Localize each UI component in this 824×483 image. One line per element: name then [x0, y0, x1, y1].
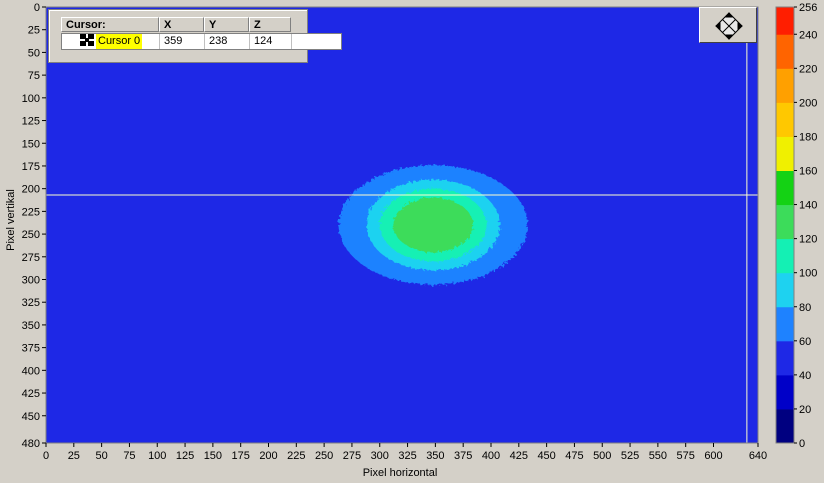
pan-zoom-button[interactable] — [699, 7, 757, 43]
colorbar-tick-label: 200 — [799, 97, 817, 109]
x-tick-label: 25 — [68, 450, 80, 462]
x-tick-label: 275 — [343, 450, 361, 462]
x-tick-label: 640 — [749, 450, 767, 462]
x-axis: 0 25 50 75 100 125 150 175 200 225 250 275 300 325 350… — [43, 443, 767, 462]
color-scale-legend: 0 20 40 60 80 100 120 140 160 180 200 220 240 256 — [775, 2, 817, 450]
y-tick-label: 350 — [22, 320, 40, 332]
y-tick-label: 50 — [28, 47, 40, 59]
colorbar-band — [776, 408, 794, 444]
y-tick-label: 150 — [22, 138, 40, 150]
colorbar-tick-label: 100 — [799, 268, 817, 280]
colorbar-band — [776, 272, 794, 308]
colorbar-tick-label: 20 — [799, 404, 811, 416]
cursor-y-value: 238 — [205, 34, 250, 49]
cursor-header-z: Z — [249, 17, 291, 32]
x-tick-label: 50 — [96, 450, 108, 462]
crosshair-marker-icon — [80, 34, 94, 46]
colorbar-tick-label: 256 — [799, 2, 817, 14]
y-tick-label: 175 — [22, 161, 40, 173]
x-tick-label: 375 — [454, 450, 472, 462]
y-tick-label: 125 — [22, 116, 40, 128]
colorbar-band — [776, 7, 794, 35]
cursor-row[interactable]: Cursor 0 359 238 124 — [61, 33, 342, 50]
y-axis: 0 25 50 75 100 125 150 175 200 225 250 275 300 325 350… — [22, 2, 46, 450]
blob-level-128 — [393, 197, 474, 253]
colorbar-band — [776, 102, 794, 137]
y-tick-label: 0 — [34, 2, 40, 14]
colorbar-band — [776, 204, 794, 240]
colorbar-tick-label: 0 — [799, 438, 805, 450]
y-tick-label: 250 — [22, 229, 40, 241]
x-tick-label: 550 — [649, 450, 667, 462]
colorbar-tick-label: 220 — [799, 63, 817, 75]
cursor-header-y: Y — [204, 17, 249, 32]
x-tick-label: 100 — [148, 450, 166, 462]
y-tick-label: 450 — [22, 411, 40, 423]
colorbar-tick-label: 160 — [799, 166, 817, 178]
y-tick-label: 25 — [28, 25, 40, 37]
x-tick-label: 425 — [510, 450, 528, 462]
pan-zoom-icon — [715, 12, 743, 40]
colorbar-band — [776, 170, 794, 206]
colorbar-band — [776, 136, 794, 171]
x-tick-label: 600 — [704, 450, 722, 462]
colorbar-band — [776, 34, 794, 69]
cursor-table-header: Cursor: X Y Z — [61, 17, 342, 32]
colorbar-frame — [775, 6, 795, 444]
plot-frame — [45, 6, 759, 444]
x-tick-label: 500 — [593, 450, 611, 462]
x-axis-label: Pixel horizontal — [363, 467, 438, 479]
x-tick-label: 150 — [204, 450, 222, 462]
y-tick-label: 325 — [22, 297, 40, 309]
colorbar-tick-label: 80 — [799, 302, 811, 314]
x-tick-label: 475 — [565, 450, 583, 462]
x-tick-label: 400 — [482, 450, 500, 462]
y-tick-label: 100 — [22, 93, 40, 105]
x-tick-label: 225 — [287, 450, 305, 462]
intensity-blob — [338, 165, 528, 285]
colorbar-tick-label: 60 — [799, 336, 811, 348]
y-tick-label: 400 — [22, 365, 40, 377]
x-tick-label: 450 — [537, 450, 555, 462]
y-tick-label: 275 — [22, 252, 40, 264]
colorbar-tick-label: 180 — [799, 131, 817, 143]
x-tick-label: 0 — [43, 450, 49, 462]
y-tick-label: 225 — [22, 206, 40, 218]
x-tick-label: 250 — [315, 450, 333, 462]
colorbar-tick-label: 240 — [799, 29, 817, 41]
x-tick-label: 575 — [677, 450, 695, 462]
y-tick-label: 300 — [22, 275, 40, 287]
cursor-row-name[interactable]: Cursor 0 — [62, 34, 160, 49]
y-axis-label: Pixel vertikal — [5, 189, 17, 251]
cursor-table: Cursor: X Y Z Cursor 0 359 238 124 — [48, 9, 342, 63]
x-tick-label: 200 — [259, 450, 277, 462]
cursor-x-value: 359 — [160, 34, 205, 49]
cursor-name-label: Cursor 0 — [96, 34, 143, 49]
y-tick-label: 75 — [28, 70, 40, 82]
colorbar-band — [776, 68, 794, 103]
y-tick-label: 480 — [22, 438, 40, 450]
x-tick-label: 125 — [176, 450, 194, 462]
x-tick-label: 175 — [232, 450, 250, 462]
y-tick-label: 200 — [22, 184, 40, 196]
x-tick-label: 300 — [371, 450, 389, 462]
colorbar-band — [776, 374, 794, 410]
cursor-header-name: Cursor: — [61, 17, 159, 32]
colorbar-tick-label: 40 — [799, 370, 811, 382]
y-tick-label: 375 — [22, 343, 40, 355]
colorbar-band — [776, 306, 794, 342]
x-tick-label: 75 — [123, 450, 135, 462]
x-tick-label: 350 — [426, 450, 444, 462]
y-tick-label: 425 — [22, 388, 40, 400]
x-tick-label: 325 — [398, 450, 416, 462]
cursor-z-value: 124 — [250, 34, 292, 49]
x-tick-label: 525 — [621, 450, 639, 462]
colorbar-band — [776, 238, 794, 274]
colorbar-tick-label: 140 — [799, 200, 817, 212]
cursor-crosshair[interactable] — [46, 7, 758, 443]
colorbar-tick-label: 120 — [799, 234, 817, 246]
cursor-header-x: X — [159, 17, 204, 32]
colorbar-band — [776, 340, 794, 376]
